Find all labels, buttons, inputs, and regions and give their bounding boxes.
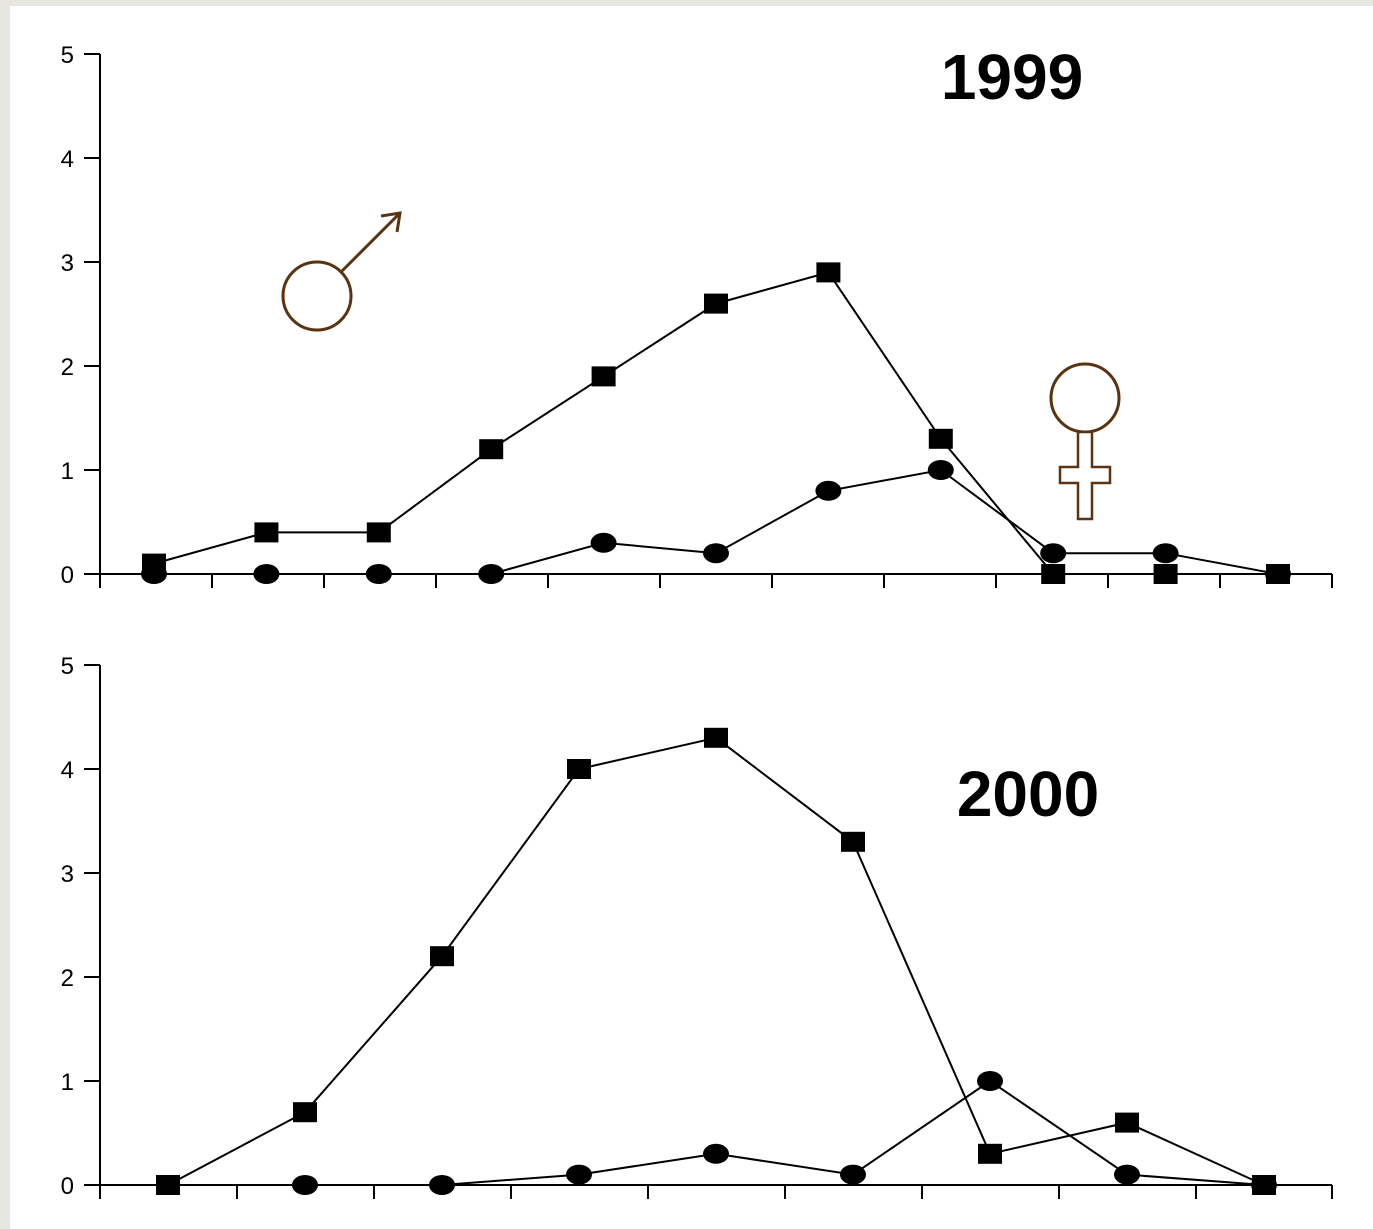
data-point-1999-circle-5 [703,543,729,564]
data-point-2000-circle-2 [429,1175,455,1195]
data-point-1999-square-4 [591,366,616,387]
data-point-1999-square-9 [1153,564,1178,584]
data-point-2000-square-3 [567,759,591,779]
chart-title-1999: 1999 [941,41,1083,113]
chart-1999: 0 1 2 3 4 5 [61,42,1333,589]
data-point-2000-circle-3 [566,1164,592,1185]
data-point-2000-square-1 [293,1102,317,1123]
data-point-1999-square-7 [928,428,953,449]
data-point-2000-square-5 [841,831,865,852]
data-point-2000-square-4 [704,727,728,748]
data-point-2000-circle-6 [977,1071,1003,1091]
y-tick-label-2000-4: 4 [61,757,74,784]
data-point-2000-circle-4 [703,1143,729,1164]
y-tick-label-2000-0: 0 [61,1173,74,1200]
figure-panel [10,6,1373,1229]
data-point-1999-square-5 [704,293,728,314]
data-point-1999-square-6 [816,262,841,283]
female-symbol-icon [1049,362,1121,521]
data-point-2000-square-6 [978,1143,1002,1164]
y-tick-label-1999-3: 3 [61,250,74,277]
data-point-1999-square-2 [366,522,391,543]
y-tick-label-1999-0: 0 [61,562,74,589]
data-point-1999-circle-4 [590,532,617,553]
data-point-1999-circle-8 [1040,543,1067,564]
y-tick-label-2000-3: 3 [61,861,74,888]
data-point-2000-square-2 [430,946,454,967]
data-point-2000-square-7 [1115,1112,1139,1133]
data-point-1999-circle-6 [815,480,842,501]
data-point-2000-circle-8 [1251,1175,1277,1195]
chart-2000: 0 1 2 3 4 5 [61,653,1333,1200]
data-point-1999-circle-1 [253,564,280,584]
data-point-2000-square-0 [156,1175,180,1195]
chart-title-2000: 2000 [957,758,1099,830]
series-line-2000-square [167,736,1265,1186]
data-point-2000-circle-5 [840,1164,866,1185]
data-point-1999-circle-10 [1265,564,1291,584]
data-point-1999-circle-3 [478,564,505,584]
y-tick-label-1999-5: 5 [61,42,74,69]
male-symbol-icon [281,211,402,332]
data-point-2000-circle-1 [292,1175,318,1195]
data-point-1999-circle-9 [1152,543,1179,564]
data-point-1999-circle-2 [365,564,392,584]
data-point-1999-square-1 [254,522,279,543]
y-tick-label-1999-2: 2 [61,354,74,381]
data-point-1999-square-8 [1041,564,1066,584]
series-line-2000-circle [305,1079,1265,1186]
data-point-1999-circle-0 [141,564,167,584]
y-tick-label-2000-1: 1 [61,1069,74,1096]
data-point-1999-circle-7 [927,460,954,480]
y-tick-label-1999-4: 4 [61,146,74,173]
y-tick-label-1999-1: 1 [61,458,74,485]
y-tick-label-2000-5: 5 [61,653,74,680]
y-tick-label-2000-2: 2 [61,965,74,992]
data-point-2000-circle-7 [1114,1164,1140,1185]
data-point-1999-square-3 [479,439,504,460]
